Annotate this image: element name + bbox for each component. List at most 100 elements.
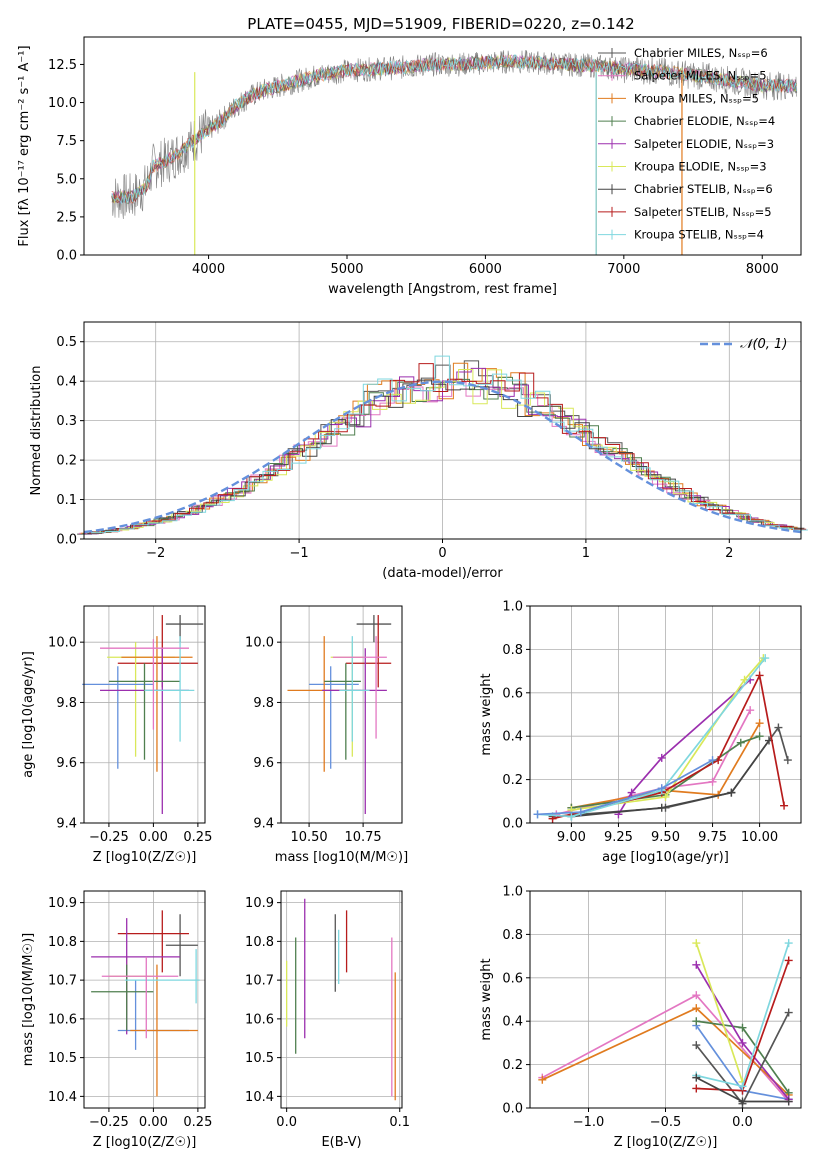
legend-label: Kroupa ELODIE, Nₛₛₚ=3 (634, 160, 767, 174)
mass-weight-point (627, 788, 636, 797)
mass-weight-point (783, 756, 792, 765)
mass-weight-line (617, 679, 751, 815)
mass-weight-point (657, 784, 666, 793)
mass-weight-point (708, 777, 717, 786)
x-tick-label: 9.00 (557, 830, 586, 845)
spectrum-plot-area (111, 50, 798, 255)
weight-vs-age-panel: 9.00 9.25 9.50 9.75 10.00 0.0 0.2 0.4 0.6 0.8 1.0 a… (479, 600, 802, 865)
y-tick-label: 0.6 (502, 971, 523, 986)
x-tick-label: −0.25 (89, 830, 129, 845)
y-tick-label: 10.8 (245, 935, 274, 950)
y-tick-label: 0.0 (502, 817, 523, 832)
x-tick-label: 10.00 (741, 830, 778, 845)
mass-weight-point (692, 960, 701, 969)
weight-vs-Z-panel: −1.0 −0.5 0.0 0.0 0.2 0.4 0.6 0.8 1.0 Z [log10(Z/… (479, 885, 802, 1150)
x-tick-label: 0.00 (139, 830, 168, 845)
x-tick-label: 9.50 (651, 830, 680, 845)
spectrum-legend: Chabrier MILES, Nₛₛₚ=6 Salpeter MILES, Nₛ… (598, 46, 775, 242)
y-tick-label: 10.7 (48, 974, 77, 989)
mass-weight-point (784, 939, 793, 948)
age-vs-mass-panel: 10.50 10.75 9.4 9.6 9.8 10.0 mass [log10(M/M☉)… (245, 605, 408, 865)
mass-weight-point (738, 1023, 747, 1032)
y-axis-label: mass weight (479, 958, 494, 1040)
mass-weight-point (692, 1041, 701, 1050)
x-tick-label: 2 (725, 546, 733, 561)
legend-label: 𝒩(0, 1) (740, 337, 787, 352)
y-tick-label: 9.4 (253, 817, 274, 832)
y-tick-label: 2.5 (56, 210, 77, 225)
mass-weight-point (692, 939, 701, 948)
y-tick-label: 12.5 (48, 58, 77, 73)
x-axis-label: age [log10(age/yr)] (602, 850, 729, 865)
mass-weight-point (780, 801, 789, 810)
x-tick-label: 0.25 (183, 1115, 212, 1130)
y-tick-label: 10.5 (245, 1051, 274, 1066)
mass-weight-point (738, 1082, 747, 1091)
x-tick-label: −0.5 (650, 1115, 682, 1130)
x-tick-label: 7000 (607, 262, 640, 277)
spectrum-panel: 4000 5000 6000 7000 8000 0.0 2.5 5.0 7.5 10.0 12.5… (17, 36, 802, 297)
y-tick-label: 10.6 (245, 1012, 274, 1027)
y-tick-label: 0.2 (56, 454, 77, 469)
mass-weight-point (657, 753, 666, 762)
x-tick-label: 0.0 (276, 1115, 297, 1130)
mass-weight-point (661, 792, 670, 801)
residuals-panel: −2 −1 0 1 2 0.0 0.1 0.2 0.3 0.4 0.5 (data-model)/er… (29, 321, 808, 581)
mass-weight-point (533, 810, 542, 819)
y-tick-label: 7.5 (56, 134, 77, 149)
figure-title: PLATE=0455, MJD=51909, FIBERID=0220, z=0… (247, 15, 634, 33)
y-tick-label: 9.6 (253, 756, 274, 771)
legend-label: Salpeter STELIB, Nₛₛₚ=5 (634, 205, 772, 219)
mass-weight-point (692, 1073, 701, 1082)
y-tick-label: 10.9 (245, 896, 274, 911)
y-tick-label: 0.0 (56, 533, 77, 548)
mass-weight-point (692, 1084, 701, 1093)
mass-vs-Z-panel: −0.25 0.00 0.25 10.4 10.5 10.6 10.7 10.8 10.9 Z [… (21, 890, 212, 1150)
mass-weight-point (657, 803, 666, 812)
legend-label: Chabrier ELODIE, Nₛₛₚ=4 (634, 114, 775, 128)
legend-label: Salpeter ELODIE, Nₛₛₚ=3 (634, 137, 774, 151)
mass-weight-point (692, 1004, 701, 1013)
mass-weight-point (774, 723, 783, 732)
y-tick-label: 0.3 (56, 414, 77, 429)
y-tick-label: 9.4 (56, 817, 77, 832)
mass-weight-line (571, 740, 770, 818)
y-tick-label: 0.5 (56, 335, 77, 350)
x-tick-label: 5000 (330, 262, 363, 277)
y-tick-label: 0.4 (502, 1015, 523, 1030)
mass-weight-point (746, 706, 755, 715)
x-axis-label: E(B-V) (321, 1135, 361, 1150)
axes-frame (280, 605, 403, 824)
y-tick-label: 0.6 (502, 686, 523, 701)
legend-label: Salpeter MILES, Nₛₛₚ=5 (634, 69, 767, 83)
y-tick-label: 9.6 (56, 756, 77, 771)
y-tick-label: 0.0 (502, 1102, 523, 1117)
mass-weight-line (552, 725, 789, 818)
residual-histogram (90, 355, 808, 534)
mass-weight-point (755, 671, 764, 680)
y-axis-label: mass weight (479, 673, 494, 755)
legend-label: Kroupa STELIB, Nₛₛₚ=4 (634, 228, 764, 242)
y-tick-label: 9.8 (253, 696, 274, 711)
x-tick-label: 0.25 (183, 830, 212, 845)
x-axis-label: Z [log10(Z/Z☉)] (93, 1135, 197, 1150)
mass-weight-point (692, 1017, 701, 1026)
legend-label: Chabrier STELIB, Nₛₛₚ=6 (634, 182, 773, 196)
mass-weight-point (538, 1075, 547, 1084)
x-tick-label: 0.00 (139, 1115, 168, 1130)
y-tick-label: 10.9 (48, 896, 77, 911)
x-tick-label: 0.1 (389, 1115, 410, 1130)
y-axis-label: age [log10(age/yr)] (21, 651, 36, 778)
mass-weight-point (755, 719, 764, 728)
y-tick-label: 10.7 (245, 974, 274, 989)
mass-vs-ebv-panel: 0.0 0.1 10.4 10.5 10.6 10.7 10.8 10.9 E(B-V) (245, 890, 410, 1150)
y-tick-label: 10.6 (48, 1012, 77, 1027)
mass-weight-point (708, 756, 717, 765)
y-tick-label: 0.8 (502, 928, 523, 943)
x-tick-label: −2 (146, 546, 165, 561)
x-tick-label: 1 (582, 546, 590, 561)
mass-weight-line (695, 942, 744, 1083)
legend-label: Chabrier MILES, Nₛₛₚ=6 (634, 46, 768, 60)
age-vs-Z-panel: −0.25 0.00 0.25 9.4 9.6 9.8 10.0 Z [log10(Z/Z☉)… (21, 605, 212, 865)
